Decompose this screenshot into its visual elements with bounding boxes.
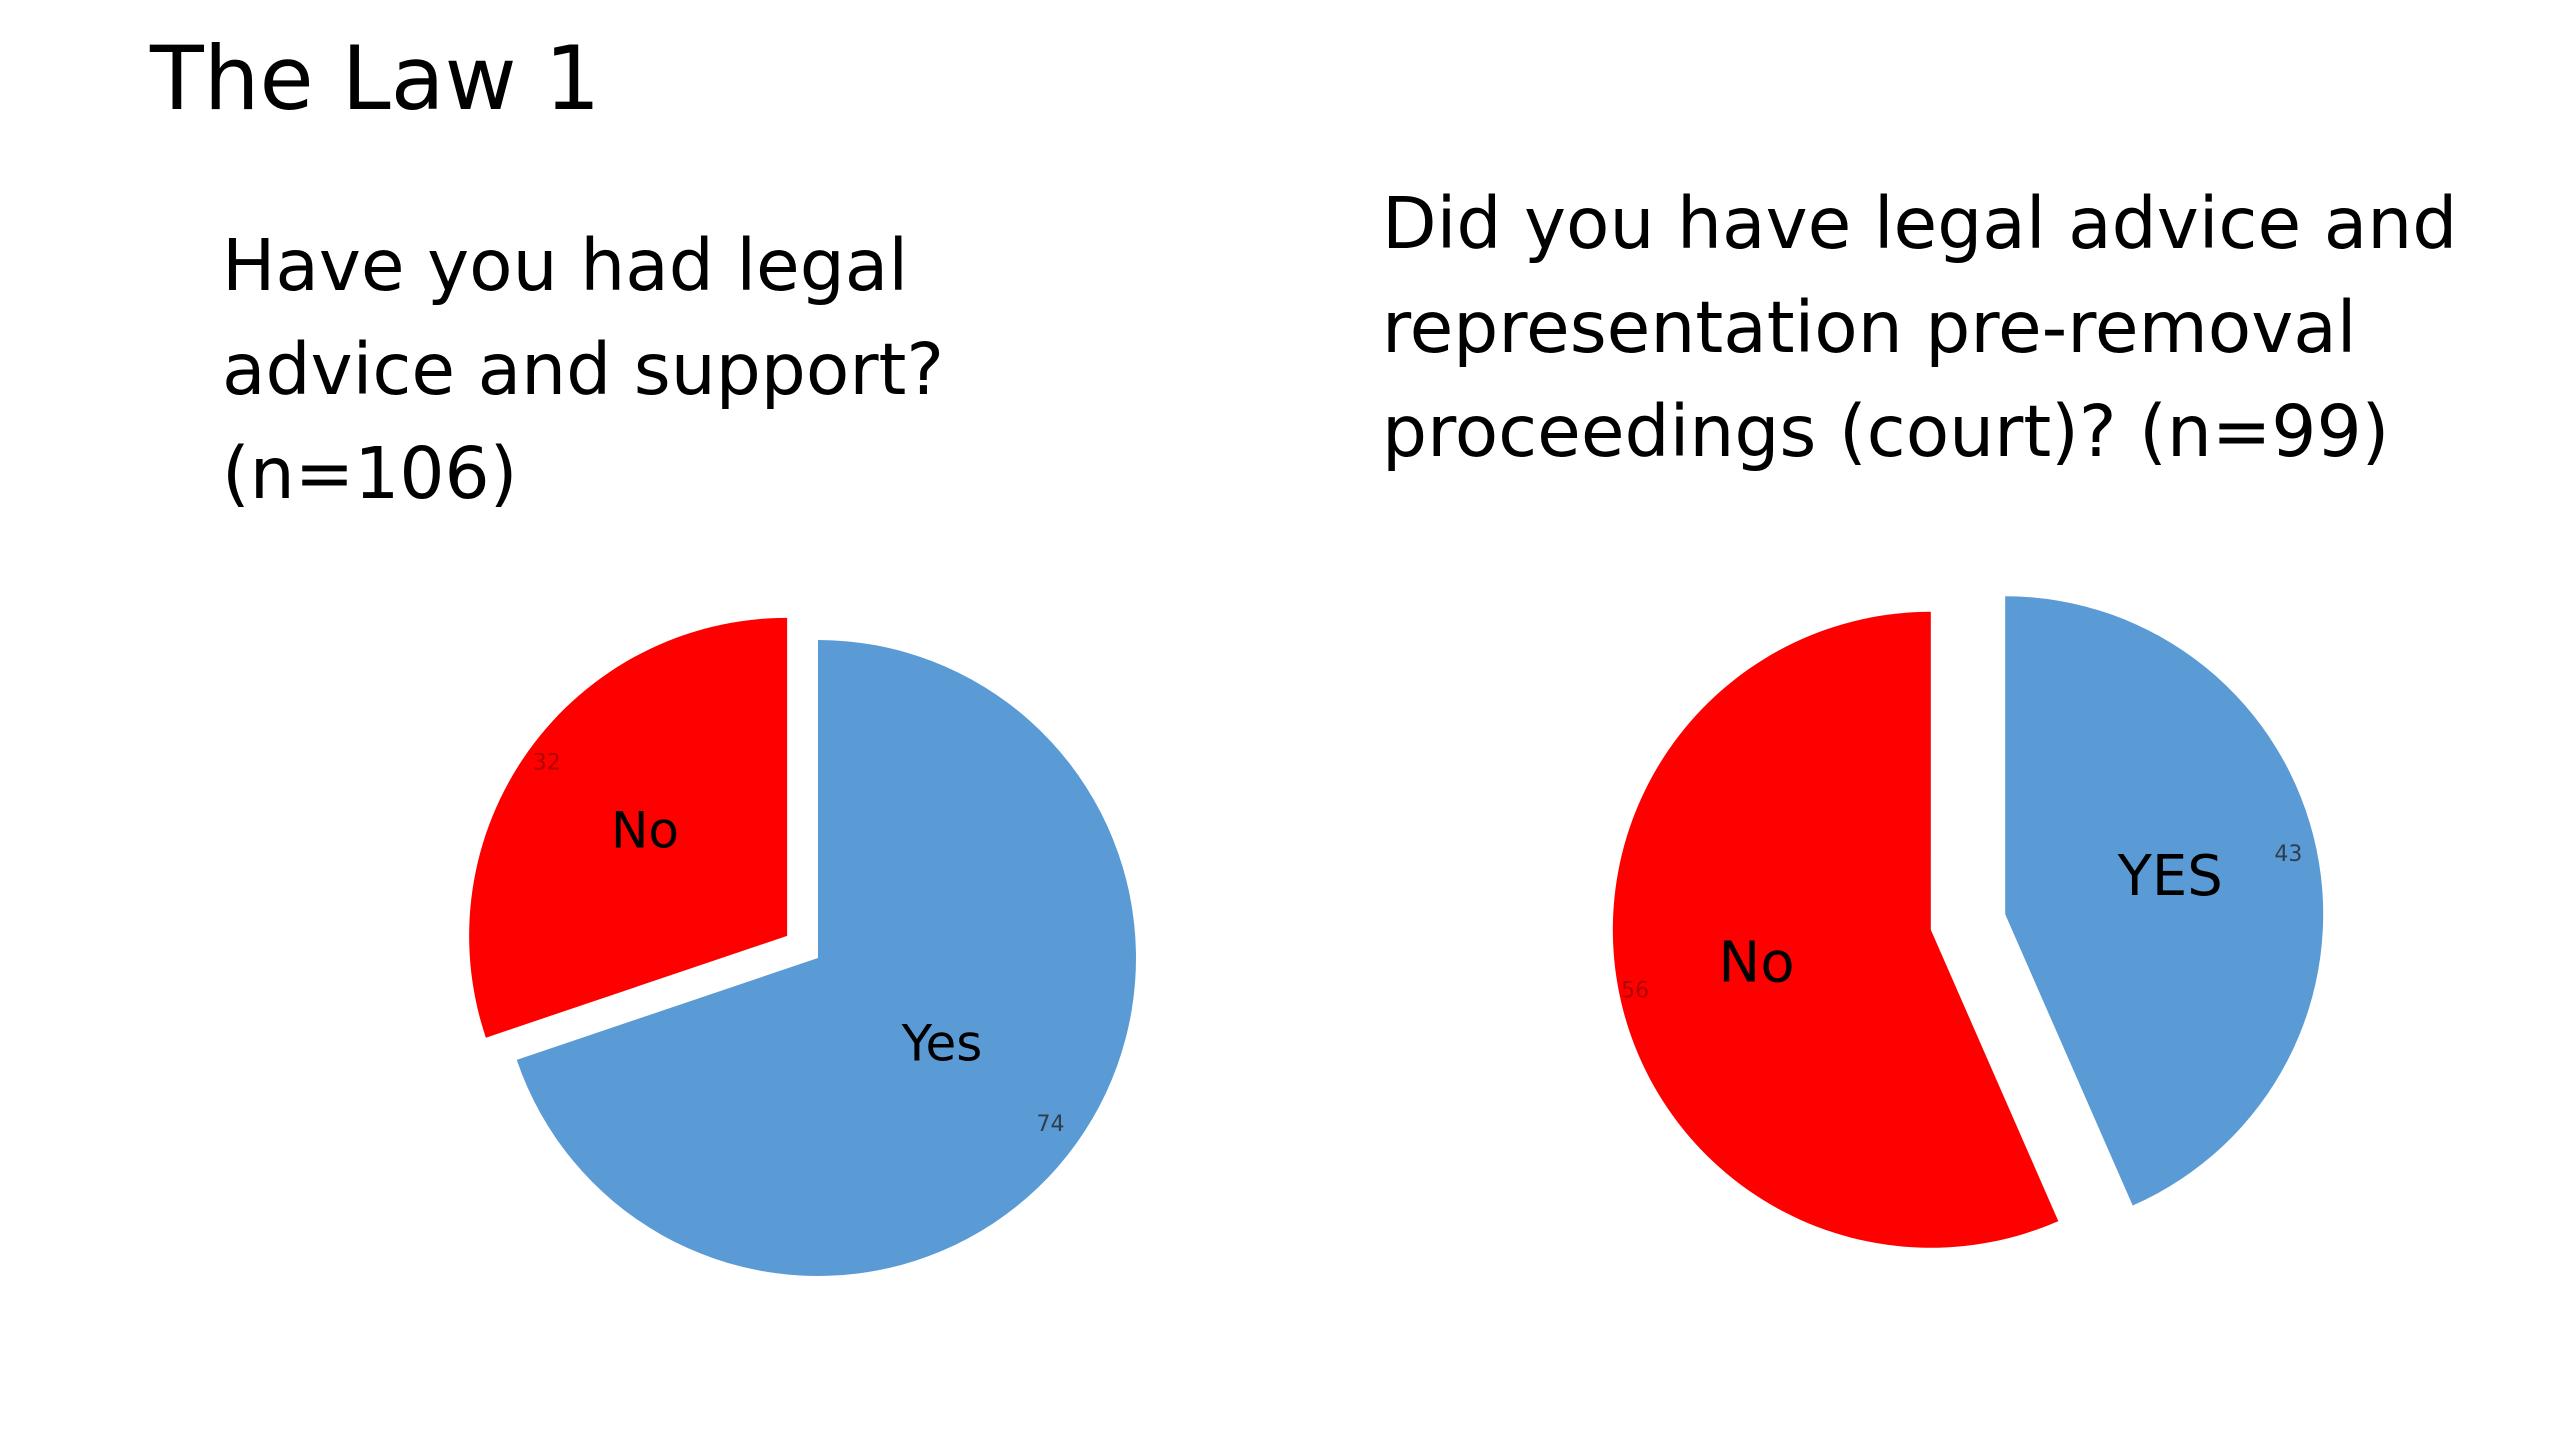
- chart-1-title-line-3: (n=106): [222, 432, 518, 515]
- chart-1-title: Have you had legal advice and support? (…: [222, 214, 944, 526]
- slide-title: The Law 1: [150, 27, 601, 130]
- pie-2-value-no: 56: [1621, 979, 1649, 1004]
- pie-chart-2: No 56 YES 43: [1612, 596, 2324, 1248]
- pie-1-label-no: No: [611, 801, 679, 859]
- pie-2-slice-no: [1612, 611, 2059, 1248]
- pie-2-label-no: No: [1718, 930, 1794, 995]
- chart-2-title-line-2: representation pre-removal: [1382, 286, 2357, 369]
- pie-2-slice-yes: [2005, 596, 2324, 1206]
- chart-1-title-line-2: advice and support?: [222, 328, 945, 411]
- pie-2-label-yes: YES: [2117, 844, 2223, 909]
- pie-1-slice-no: [469, 617, 788, 1038]
- chart-2-title: Did you have legal advice and representa…: [1382, 172, 2457, 484]
- pie-1-slice-yes: [516, 640, 1136, 1276]
- pie-1-value-yes: 74: [1037, 1112, 1065, 1137]
- pie-chart-1: No 32 Yes 74: [469, 617, 1136, 1276]
- chart-1-title-line-1: Have you had legal: [222, 224, 909, 307]
- chart-2-title-line-3: proceedings (court)? (n=99): [1382, 390, 2390, 473]
- pie-1-value-no: 32: [533, 750, 561, 775]
- pie-1-label-yes: Yes: [901, 1015, 983, 1073]
- chart-2-title-line-1: Did you have legal advice and: [1382, 182, 2458, 265]
- pie-2-value-yes: 43: [2274, 842, 2302, 867]
